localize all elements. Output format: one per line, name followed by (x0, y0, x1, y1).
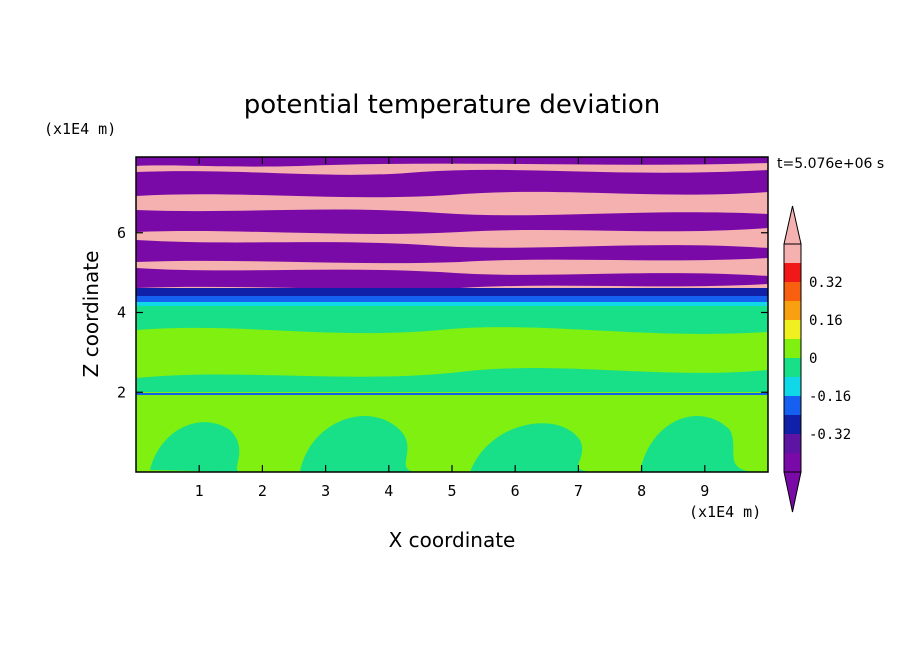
contour-field (136, 157, 768, 472)
colorbar-segment (784, 396, 801, 415)
purple-streak (136, 240, 768, 264)
colorbar-segment (784, 377, 801, 396)
chart-title: potential temperature deviation (244, 90, 660, 120)
y-axis: 2 4 6 (117, 224, 768, 401)
colorbar-extend-max (783, 205, 802, 245)
colorbar-tick-label: -0.16 (809, 389, 851, 405)
y-unit-label: (x1E4 m) (44, 120, 116, 138)
x-unit-label: (x1E4 m) (689, 503, 761, 521)
colorbar-frame (783, 243, 802, 473)
colorbar: 0.32 0.16 0 -0.16 -0.32 (783, 205, 851, 513)
colorbar-segment (784, 434, 801, 453)
y-tick-label: 6 (117, 224, 126, 242)
eddy (470, 423, 600, 472)
eddy (300, 415, 420, 472)
colorbar-tick-label: 0 (809, 351, 817, 367)
blue-layer (136, 296, 768, 302)
x-tick-label: 9 (700, 482, 709, 500)
colorbar-segment (784, 320, 801, 339)
colorbar-tick-label: -0.32 (809, 427, 851, 443)
x-tick-label: 4 (384, 482, 393, 500)
plot-area (136, 157, 768, 472)
x-tick-label: 8 (637, 482, 646, 500)
y-tick-label: 2 (117, 383, 126, 401)
dark-blue-layer (136, 288, 768, 296)
colorbar-segment (784, 358, 801, 377)
x-tick-label: 1 (195, 482, 204, 500)
colorbar-tick-label: 0.16 (809, 313, 843, 329)
colorbar-segment (784, 301, 801, 320)
colorbar-segment (784, 244, 801, 263)
eddy (640, 415, 760, 472)
x-tick-label: 2 (258, 482, 267, 500)
x-axis: 1 2 3 4 5 6 7 8 9 (195, 157, 709, 500)
eddy (150, 422, 240, 472)
colorbar-tick-label: 0.32 (809, 275, 843, 291)
x-tick-label: 5 (447, 482, 456, 500)
x-tick-label: 3 (321, 482, 330, 500)
colorbar-segment (784, 339, 801, 358)
purple-streak (136, 209, 768, 234)
colorbar-segment (784, 415, 801, 434)
cyan-layer (136, 302, 768, 306)
colorbar-extend-min (783, 471, 802, 513)
x-axis-label: X coordinate (389, 528, 516, 552)
purple-streak (136, 268, 768, 290)
x-tick-label: 6 (511, 482, 520, 500)
x-tick-label: 7 (574, 482, 583, 500)
time-label: t=5.076e+06 s (777, 156, 884, 172)
colorbar-segment (784, 282, 801, 301)
colorbar-segment (784, 263, 801, 282)
green-patch (136, 327, 768, 378)
teal-layer (136, 306, 768, 312)
y-axis-label: Z coordinate (79, 251, 103, 378)
purple-streak (136, 169, 768, 198)
y-tick-label: 4 (117, 304, 126, 322)
colorbar-segment (784, 453, 801, 472)
